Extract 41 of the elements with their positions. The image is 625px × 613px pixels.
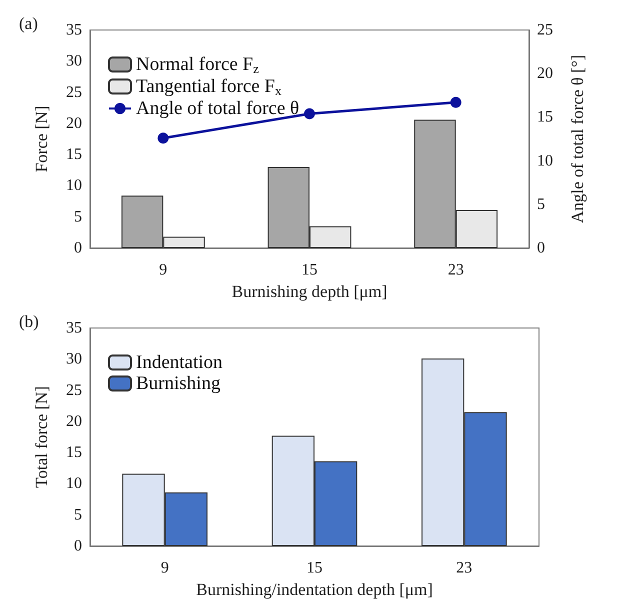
y-tick-label: 35 bbox=[66, 22, 82, 38]
x-tick-label: 23 bbox=[448, 262, 464, 278]
x-tick-label: 15 bbox=[306, 560, 322, 576]
point bbox=[158, 132, 169, 144]
legend-label: Angle of total force θ bbox=[136, 98, 300, 119]
y-tick-label: 15 bbox=[66, 444, 82, 462]
x-tick-label: 9 bbox=[160, 560, 169, 576]
y-tick-label: 0 bbox=[74, 538, 82, 554]
y-tick-label: 20 bbox=[66, 412, 82, 430]
y2-tick-label: 0 bbox=[537, 240, 545, 256]
y-tick-label: 30 bbox=[66, 350, 82, 368]
y-tick-label: 5 bbox=[74, 506, 82, 524]
y2-tick-label: 15 bbox=[537, 108, 553, 126]
y2-tick-label: 25 bbox=[537, 22, 553, 38]
y-axis-title: Total force [N] bbox=[32, 386, 51, 488]
legend-label: Burnishing bbox=[136, 373, 221, 394]
y-tick-label: 25 bbox=[66, 382, 82, 399]
y2-tick-label: 10 bbox=[537, 152, 553, 170]
y-tick-label: 20 bbox=[66, 114, 82, 132]
y-tick-label: 10 bbox=[66, 177, 82, 194]
y-tick-label: 10 bbox=[66, 475, 82, 492]
point bbox=[304, 108, 315, 120]
x-tick-label: 23 bbox=[456, 560, 472, 576]
legend-label: Indentation bbox=[136, 352, 224, 373]
x-tick-label: 9 bbox=[159, 262, 168, 278]
y-tick-label: 30 bbox=[66, 52, 82, 70]
y-tick-label: 35 bbox=[66, 320, 82, 336]
point bbox=[450, 96, 462, 108]
y-tick-label: 0 bbox=[74, 240, 82, 256]
y2-tick-label: 20 bbox=[537, 65, 553, 82]
y-axis-title: Force [N] bbox=[32, 106, 51, 172]
chart-title: (a) bbox=[19, 14, 38, 33]
y-tick-label: 25 bbox=[66, 84, 82, 101]
y2-tick-label: 5 bbox=[537, 196, 545, 213]
y-tick-label: 5 bbox=[74, 208, 82, 226]
y-tick-label: 15 bbox=[66, 146, 82, 164]
chart-title: (b) bbox=[19, 312, 39, 331]
x-axis-title: Burnishing/indentation depth [μm] bbox=[196, 580, 433, 599]
x-tick-label: 15 bbox=[302, 262, 318, 278]
y2-axis-title: Angle of total force θ [°] bbox=[568, 54, 587, 224]
x-axis-title: Burnishing depth [μm] bbox=[232, 282, 388, 301]
